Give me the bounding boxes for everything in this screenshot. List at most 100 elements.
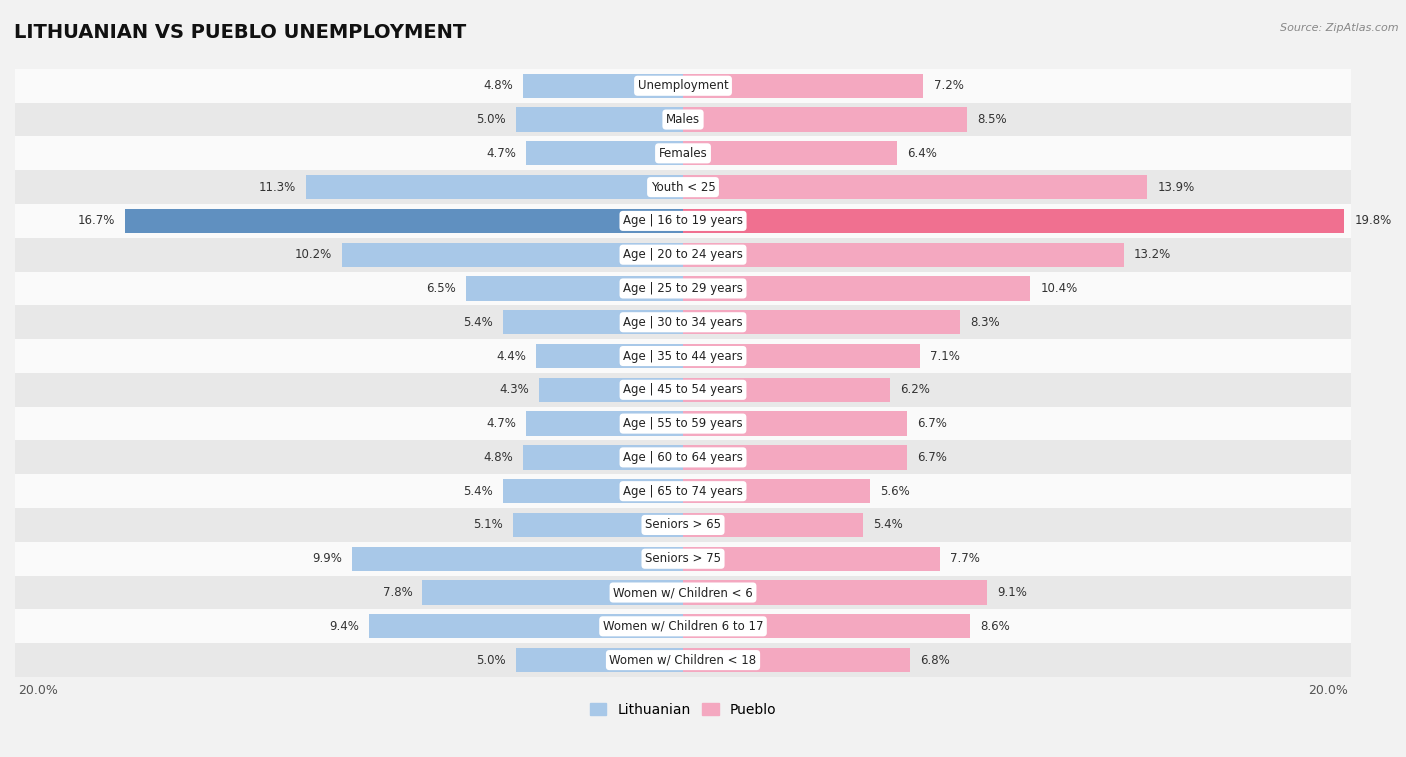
Text: 13.2%: 13.2% xyxy=(1133,248,1171,261)
Text: 4.3%: 4.3% xyxy=(499,383,530,397)
Text: 6.7%: 6.7% xyxy=(917,417,946,430)
Bar xyxy=(683,310,960,335)
Text: 8.3%: 8.3% xyxy=(970,316,1000,329)
Bar xyxy=(15,441,1351,475)
Text: 6.2%: 6.2% xyxy=(900,383,929,397)
Bar xyxy=(683,648,910,672)
Text: Age | 45 to 54 years: Age | 45 to 54 years xyxy=(623,383,742,397)
Bar xyxy=(526,141,683,166)
Text: 5.4%: 5.4% xyxy=(463,484,492,497)
Bar xyxy=(15,238,1351,272)
Text: 6.4%: 6.4% xyxy=(907,147,936,160)
Text: 10.4%: 10.4% xyxy=(1040,282,1077,295)
Bar xyxy=(503,479,683,503)
Bar xyxy=(15,643,1351,677)
Text: 8.6%: 8.6% xyxy=(980,620,1010,633)
Text: 9.9%: 9.9% xyxy=(312,553,342,565)
Text: 6.8%: 6.8% xyxy=(920,653,950,667)
Text: Women w/ Children < 18: Women w/ Children < 18 xyxy=(609,653,756,667)
Bar xyxy=(683,242,1123,267)
Bar xyxy=(513,512,683,537)
Bar xyxy=(15,542,1351,575)
Text: Age | 35 to 44 years: Age | 35 to 44 years xyxy=(623,350,742,363)
Text: 13.9%: 13.9% xyxy=(1157,181,1195,194)
Bar xyxy=(15,475,1351,508)
Text: Seniors > 65: Seniors > 65 xyxy=(645,519,721,531)
Bar xyxy=(15,103,1351,136)
Text: 5.6%: 5.6% xyxy=(880,484,910,497)
Bar xyxy=(305,175,683,199)
Text: 8.5%: 8.5% xyxy=(977,113,1007,126)
Bar xyxy=(516,107,683,132)
Text: 7.8%: 7.8% xyxy=(382,586,412,599)
Text: Source: ZipAtlas.com: Source: ZipAtlas.com xyxy=(1281,23,1399,33)
Text: 11.3%: 11.3% xyxy=(259,181,295,194)
Text: Age | 60 to 64 years: Age | 60 to 64 years xyxy=(623,451,742,464)
Bar xyxy=(683,512,863,537)
Text: 4.7%: 4.7% xyxy=(486,147,516,160)
Bar xyxy=(342,242,683,267)
Text: Women w/ Children 6 to 17: Women w/ Children 6 to 17 xyxy=(603,620,763,633)
Bar xyxy=(683,276,1031,301)
Bar xyxy=(353,547,683,571)
Bar xyxy=(540,378,683,402)
Text: Females: Females xyxy=(658,147,707,160)
Text: Youth < 25: Youth < 25 xyxy=(651,181,716,194)
Bar xyxy=(15,508,1351,542)
Text: Males: Males xyxy=(666,113,700,126)
Bar xyxy=(683,547,941,571)
Text: 5.4%: 5.4% xyxy=(463,316,492,329)
Text: 9.4%: 9.4% xyxy=(329,620,359,633)
Text: 4.8%: 4.8% xyxy=(482,79,513,92)
Text: 7.1%: 7.1% xyxy=(931,350,960,363)
Bar xyxy=(683,479,870,503)
Bar xyxy=(15,136,1351,170)
Bar xyxy=(422,581,683,605)
Bar xyxy=(683,141,897,166)
Text: Age | 65 to 74 years: Age | 65 to 74 years xyxy=(623,484,742,497)
Text: 5.1%: 5.1% xyxy=(472,519,503,531)
Text: 10.2%: 10.2% xyxy=(295,248,332,261)
Bar xyxy=(503,310,683,335)
Bar xyxy=(683,378,890,402)
Text: Age | 55 to 59 years: Age | 55 to 59 years xyxy=(623,417,742,430)
Text: LITHUANIAN VS PUEBLO UNEMPLOYMENT: LITHUANIAN VS PUEBLO UNEMPLOYMENT xyxy=(14,23,467,42)
Bar xyxy=(15,373,1351,407)
Bar xyxy=(683,581,987,605)
Bar xyxy=(683,73,924,98)
Text: Age | 20 to 24 years: Age | 20 to 24 years xyxy=(623,248,742,261)
Bar xyxy=(523,73,683,98)
Text: 5.4%: 5.4% xyxy=(873,519,903,531)
Text: 20.0%: 20.0% xyxy=(1308,684,1348,697)
Bar xyxy=(536,344,683,368)
Text: Age | 30 to 34 years: Age | 30 to 34 years xyxy=(623,316,742,329)
Text: 5.0%: 5.0% xyxy=(477,653,506,667)
Bar xyxy=(683,412,907,436)
Text: Women w/ Children < 6: Women w/ Children < 6 xyxy=(613,586,752,599)
Bar xyxy=(526,412,683,436)
Bar xyxy=(523,445,683,469)
Bar xyxy=(15,69,1351,103)
Text: 4.8%: 4.8% xyxy=(482,451,513,464)
Bar xyxy=(15,170,1351,204)
Bar xyxy=(465,276,683,301)
Text: 9.1%: 9.1% xyxy=(997,586,1026,599)
Bar xyxy=(683,107,967,132)
Bar xyxy=(15,609,1351,643)
Text: 20.0%: 20.0% xyxy=(18,684,58,697)
Bar xyxy=(683,344,920,368)
Bar xyxy=(15,339,1351,373)
Bar xyxy=(15,305,1351,339)
Text: 5.0%: 5.0% xyxy=(477,113,506,126)
Bar xyxy=(683,445,907,469)
Text: Age | 16 to 19 years: Age | 16 to 19 years xyxy=(623,214,742,227)
Text: 4.4%: 4.4% xyxy=(496,350,526,363)
Text: 19.8%: 19.8% xyxy=(1354,214,1392,227)
Text: Age | 25 to 29 years: Age | 25 to 29 years xyxy=(623,282,742,295)
Bar xyxy=(125,209,683,233)
Text: 7.2%: 7.2% xyxy=(934,79,963,92)
Text: 6.7%: 6.7% xyxy=(917,451,946,464)
Bar xyxy=(15,407,1351,441)
Bar xyxy=(15,575,1351,609)
Text: Seniors > 75: Seniors > 75 xyxy=(645,553,721,565)
